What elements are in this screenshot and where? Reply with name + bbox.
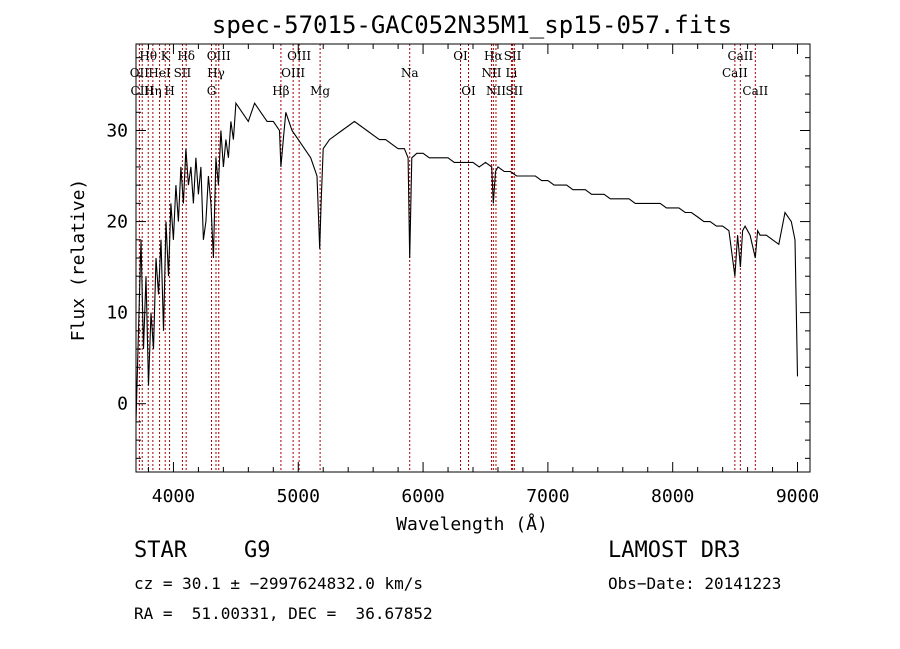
line-marker-label: Hβ xyxy=(272,84,289,98)
line-marker-label: NII xyxy=(486,84,506,98)
x-tick-label: 7000 xyxy=(526,486,569,507)
axis-tick-labels: 4000 5000 6000 7000 8000 9000 0 10 20 30 xyxy=(106,121,819,507)
redshift-cz: cz = 30.1 ± −2997624832.0 km/s xyxy=(134,574,423,593)
line-marker-label: OIII xyxy=(207,49,231,63)
x-tick-label: 8000 xyxy=(651,486,694,507)
line-marker-label: OIII xyxy=(287,49,311,63)
y-tick-label: 10 xyxy=(106,303,128,324)
x-tick-label: 9000 xyxy=(776,486,819,507)
y-tick-label: 0 xyxy=(117,394,128,415)
line-marker-label: Mg xyxy=(310,84,330,98)
x-tick-label: 5000 xyxy=(277,486,320,507)
line-marker-label: OI xyxy=(461,84,476,98)
line-marker-label: SII xyxy=(504,49,522,63)
line-marker-label: Hθ xyxy=(139,49,157,63)
line-marker-label: K xyxy=(161,49,171,63)
observation-date: Obs−Date: 20141223 xyxy=(608,574,782,593)
line-markers xyxy=(138,44,756,472)
line-marker-label: Hγ xyxy=(207,66,225,80)
object-type: STAR xyxy=(134,538,187,563)
line-marker-label: CaII xyxy=(727,49,753,63)
y-axis-label: Flux (relative) xyxy=(68,179,89,342)
sky-coordinates: RA = 51.00331, DEC = 36.67852 xyxy=(134,604,433,623)
line-marker-label: Hδ xyxy=(177,49,195,63)
line-marker-label: Li xyxy=(506,66,518,80)
line-marker-label: Hα xyxy=(484,49,503,63)
line-marker-label: Na xyxy=(401,66,419,80)
plot-frame xyxy=(135,43,811,473)
line-marker-label: OI xyxy=(453,49,468,63)
flux-series-line xyxy=(135,101,799,422)
x-tick-label: 4000 xyxy=(152,486,195,507)
line-marker-label: CaII xyxy=(742,84,768,98)
line-marker-label: H xyxy=(164,84,174,98)
line-marker-label: OIII xyxy=(281,66,305,80)
line-marker-label: SII xyxy=(505,84,523,98)
survey-name: LAMOST DR3 xyxy=(608,538,741,563)
line-marker-label: G xyxy=(207,84,217,98)
line-marker-label: SII xyxy=(174,66,192,80)
line-marker-label: CaII xyxy=(722,66,748,80)
x-tick-label: 6000 xyxy=(401,486,444,507)
line-marker-label: Hη xyxy=(144,84,162,98)
spectral-subclass: G9 xyxy=(244,538,271,563)
line-marker-label: OII xyxy=(130,66,150,80)
line-marker-label: NII xyxy=(481,66,501,80)
x-axis-label: Wavelength (Å) xyxy=(396,513,548,535)
line-marker-label: HeI xyxy=(148,66,171,80)
y-tick-label: 30 xyxy=(106,121,128,142)
y-tick-label: 20 xyxy=(106,212,128,233)
chart-title: spec-57015-GAC052N35M1_sp15-057.fits xyxy=(212,11,732,39)
axis-ticks xyxy=(136,44,810,472)
